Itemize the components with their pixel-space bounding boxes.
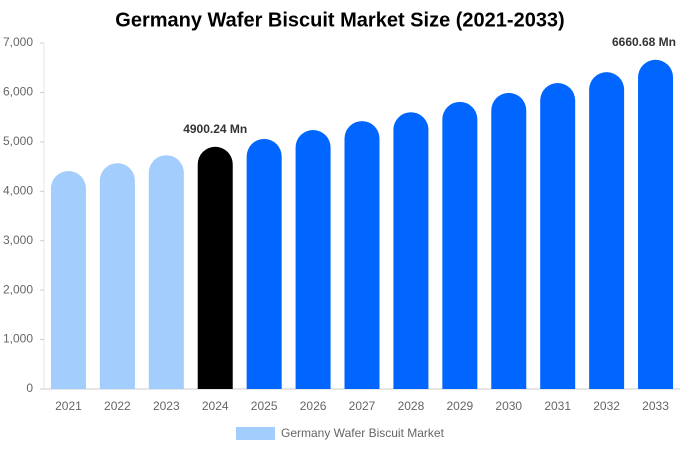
y-tick-label: 2,000 xyxy=(3,282,33,296)
legend-swatch xyxy=(236,427,275,440)
y-tick-label: 7,000 xyxy=(3,35,33,49)
x-tick-label: 2030 xyxy=(495,399,522,413)
x-tick-label: 2025 xyxy=(251,399,278,413)
y-tick-label: 3,000 xyxy=(3,233,33,247)
y-tick-label: 4,000 xyxy=(3,183,33,197)
data-label: 4900.24 Mn xyxy=(183,122,247,136)
data-label: 6660.68 Mn xyxy=(612,35,676,49)
bar xyxy=(197,146,233,389)
bar xyxy=(540,83,576,389)
bar xyxy=(589,72,625,390)
x-tick-label: 2029 xyxy=(446,399,473,413)
y-tick-label: 5,000 xyxy=(3,134,33,148)
x-tick-label: 2026 xyxy=(300,399,327,413)
bar xyxy=(50,171,86,389)
bar xyxy=(638,59,674,390)
x-tick-label: 2033 xyxy=(642,399,669,413)
chart-title: Germany Wafer Biscuit Market Size (2021-… xyxy=(115,9,564,31)
legend-label: Germany Wafer Biscuit Market xyxy=(281,426,445,440)
y-tick-label: 0 xyxy=(26,381,33,395)
bar xyxy=(148,155,184,389)
x-tick-label: 2032 xyxy=(593,399,620,413)
x-tick-label: 2027 xyxy=(349,399,376,413)
bar xyxy=(99,163,135,389)
x-tick-label: 2021 xyxy=(55,399,82,413)
y-tick-label: 6,000 xyxy=(3,85,33,99)
bar xyxy=(491,92,527,390)
bar xyxy=(442,101,478,389)
bar xyxy=(295,129,331,389)
bar xyxy=(344,121,380,389)
x-tick-label: 2022 xyxy=(104,399,131,413)
x-tick-label: 2031 xyxy=(544,399,571,413)
y-tick-label: 1,000 xyxy=(3,332,33,346)
bar xyxy=(393,112,429,389)
bar xyxy=(246,138,282,389)
x-tick-label: 2023 xyxy=(153,399,180,413)
x-tick-label: 2024 xyxy=(202,399,229,413)
x-tick-label: 2028 xyxy=(398,399,425,413)
